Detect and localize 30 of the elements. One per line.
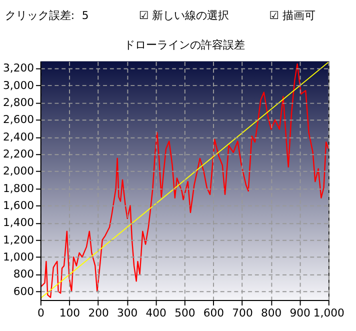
y-tick-label: 1,600 bbox=[3, 199, 34, 212]
x-tick-label: 400 bbox=[146, 306, 167, 320]
x-tick-label: 100 bbox=[59, 306, 80, 320]
text: ☑ 新しい線の選択 bbox=[139, 8, 230, 22]
y-tick-label: 1,200 bbox=[3, 233, 34, 246]
x-tick-label: 1,000 bbox=[313, 306, 344, 320]
y-tick-label: 1,400 bbox=[3, 216, 34, 230]
x-tick-label: 800 bbox=[260, 306, 282, 320]
y-tick-label: 2,400 bbox=[3, 130, 34, 144]
y-tick-label: 2,600 bbox=[3, 113, 34, 126]
x-tick-label: 700 bbox=[232, 306, 253, 320]
text: クリック誤差: bbox=[4, 8, 75, 22]
x-tick-label: 900 bbox=[290, 306, 311, 320]
chart-title: ドローラインの許容誤差 bbox=[124, 38, 245, 52]
text: ☑ 描画可 bbox=[269, 8, 316, 22]
y-tick-label: 2,800 bbox=[3, 96, 34, 110]
y-tick-label: 1,800 bbox=[3, 182, 34, 195]
y-tick-label: 600 bbox=[13, 284, 34, 298]
x-tick-label: 0 bbox=[37, 306, 44, 320]
y-tick-label: 800 bbox=[13, 268, 34, 281]
x-tick-label: 300 bbox=[116, 306, 138, 320]
x-tick-label: 600 bbox=[203, 306, 224, 320]
y-tick-label: 3,000 bbox=[3, 78, 34, 92]
y-tick-label: 1,000 bbox=[3, 250, 34, 264]
text: 5 bbox=[82, 8, 89, 22]
y-tick-label: 2,000 bbox=[3, 164, 34, 178]
x-tick-label: 500 bbox=[174, 306, 196, 320]
x-tick-label: 200 bbox=[88, 306, 109, 320]
y-tick-label: 2,200 bbox=[3, 148, 34, 161]
y-tick-label: 3,200 bbox=[3, 62, 34, 75]
